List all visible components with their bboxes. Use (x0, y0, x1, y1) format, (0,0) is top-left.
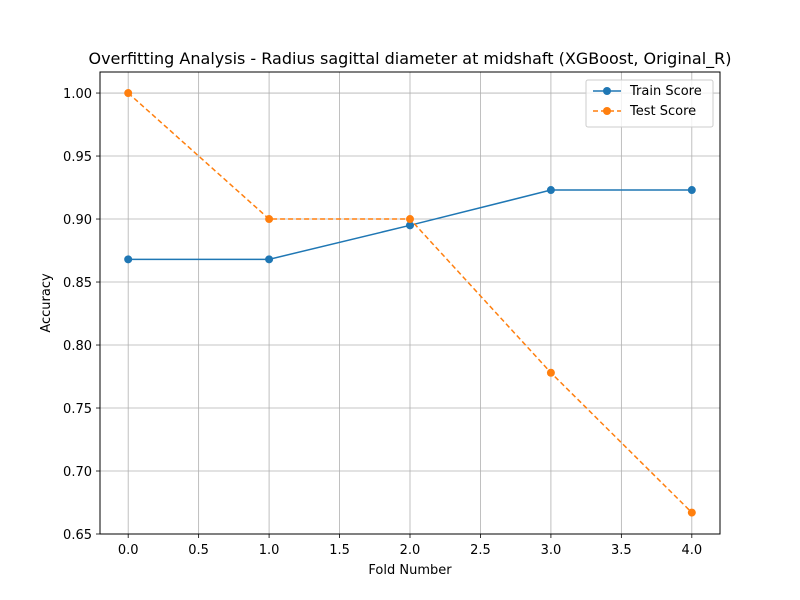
data-point-test-score (124, 89, 133, 98)
legend-marker-train (603, 87, 611, 95)
legend-label-test: Test Score (629, 104, 696, 119)
x-tick-label: 1.0 (259, 543, 280, 558)
y-tick-label: 1.00 (63, 87, 92, 102)
y-tick-label: 0.85 (63, 276, 92, 291)
chart-title: Overfitting Analysis - Radius sagittal d… (88, 49, 731, 69)
data-point-train-score (687, 186, 696, 195)
x-tick-label: 2.5 (470, 543, 491, 558)
x-tick-label: 0.5 (188, 543, 209, 558)
y-tick-label: 0.65 (63, 528, 92, 543)
data-point-test-score (265, 215, 274, 224)
grid (100, 72, 720, 535)
legend-marker-test (603, 107, 611, 115)
data-point-train-score (124, 255, 133, 264)
legend-label-train: Train Score (629, 84, 702, 99)
data-point-test-score (406, 215, 414, 224)
data-point-test-score (687, 508, 696, 517)
series-layer (124, 89, 696, 517)
data-point-train-score (406, 221, 414, 230)
data-point-train-score (546, 186, 555, 195)
y-tick-label: 0.80 (63, 339, 92, 354)
x-tick-label: 0.0 (118, 543, 139, 558)
x-tick-label: 3.0 (541, 543, 562, 558)
legend: Train Score Test Score (585, 79, 714, 128)
x-axis-label: Fold Number (368, 563, 452, 578)
x-tick-label: 3.5 (611, 543, 632, 558)
x-tick-label: 4.0 (681, 543, 702, 558)
y-tick-label: 0.95 (63, 150, 92, 165)
y-tick-label: 0.90 (63, 213, 92, 228)
x-tick-label: 2.0 (400, 543, 421, 558)
ticks: 0.0 0.5 1.0 1.5 2.0 2.5 3.0 3.5 4.0 0.65 0.70 0.75 0… (63, 87, 702, 558)
y-axis-label: Accuracy (39, 273, 54, 333)
data-point-train-score (265, 255, 274, 264)
y-tick-label: 0.75 (63, 402, 92, 417)
data-point-test-score (546, 368, 555, 377)
x-tick-label: 1.5 (329, 543, 350, 558)
y-tick-label: 0.70 (63, 465, 92, 480)
